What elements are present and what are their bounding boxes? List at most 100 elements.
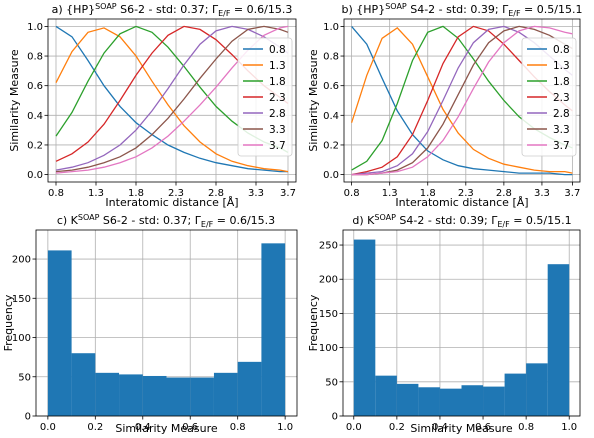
histogram-bar (47, 250, 72, 416)
x-tick-label: 3.3 (248, 188, 264, 199)
y-tick-label: 0.8 (323, 52, 339, 63)
y-tick-label: 0.0 (27, 170, 43, 181)
legend-label: 3.3 (553, 124, 570, 136)
legend: 0.8 1.3 1.8 2.3 2.8 3.3 3.7 (521, 37, 577, 157)
histogram-bar (526, 363, 548, 416)
x-tick-label: 2.3 (168, 188, 184, 199)
histogram-bar (71, 353, 96, 416)
x-axis-label: Similarity Measure (115, 422, 217, 435)
x-tick-label: 1.8 (128, 188, 144, 199)
chart-title: d) KSOAP S4-2 - std: 0.39; ΓE/F = 0.5/15… (352, 213, 571, 229)
y-axis-label: Frequency (307, 294, 320, 351)
chart-title: a) {HP}SOAP S6-2 - std: 0.37; ΓE/F = 0.6… (52, 2, 293, 18)
x-tick-label: 0.8 (230, 422, 246, 433)
x-tick-label: 0.8 (518, 422, 534, 433)
histogram-bar (375, 375, 397, 416)
y-tick-label: 200 (12, 255, 31, 266)
x-tick-label: 2.8 (208, 188, 224, 199)
y-tick-label: 0 (332, 412, 338, 423)
y-tick-label: 0.6 (323, 81, 339, 92)
histogram-bar (439, 388, 462, 416)
series-line-1.3 (350, 27, 573, 174)
series-line-0.8 (55, 25, 288, 173)
y-axis-label: Similarity Measure (307, 49, 320, 151)
legend: 0.8 1.3 1.8 2.3 2.8 3.3 3.7 (237, 37, 293, 157)
legend-label: 1.8 (269, 76, 286, 88)
histogram-bar (261, 243, 286, 416)
legend-label: 0.8 (553, 44, 570, 56)
y-tick-label: 100 (319, 343, 338, 354)
x-axis-label: Interatomic distance [Å] (105, 196, 238, 209)
x-axis-label: Similarity Measure (410, 422, 512, 435)
axes-frame (47, 18, 297, 183)
axes-frame (343, 18, 581, 183)
histogram-bar (142, 375, 167, 416)
histogram-bar (213, 372, 238, 416)
x-tick-label: 3.7 (564, 188, 580, 199)
y-tick-label: 0.4 (27, 111, 43, 122)
series-line-0.8 (351, 25, 573, 176)
series-line-3.7 (351, 25, 573, 176)
axes-frame (35, 229, 298, 417)
legend-label: 2.8 (553, 108, 570, 120)
legend-label: 3.7 (553, 140, 570, 152)
legend-label: 2.3 (269, 92, 286, 104)
y-tick-label: 1.0 (27, 22, 43, 33)
y-tick-label: 50 (18, 372, 31, 383)
y-tick-label: 1.0 (323, 22, 339, 33)
chart-title: c) KSOAP S6-2 - std: 0.37; ΓE/F = 0.6/15… (57, 213, 275, 229)
x-tick-label: 1.8 (420, 188, 436, 199)
legend-label: 1.3 (553, 60, 570, 72)
legend-label: 0.8 (269, 44, 286, 56)
chart-panel-4: 0.0 0.2 0.4 0.6 0.8 1.0 0 50 100 150 200 250 Similar… (307, 213, 581, 435)
x-tick-label: 0.2 (389, 422, 405, 433)
x-tick-label: 1.0 (561, 422, 577, 433)
legend-label: 1.8 (553, 76, 570, 88)
y-tick-label: 150 (319, 309, 338, 320)
legend-label: 3.3 (269, 124, 286, 136)
x-tick-label: 0.8 (48, 188, 64, 199)
x-tick-label: 3.7 (280, 188, 296, 199)
legend-label: 3.7 (269, 140, 286, 152)
y-tick-label: 0.4 (323, 111, 339, 122)
x-tick-label: 1.0 (277, 422, 293, 433)
y-axis-label: Similarity Measure (8, 49, 21, 151)
histogram-bar (190, 377, 214, 416)
chart-panel-2: 0.8 1.3 1.8 2.3 2.8 3.3 3.7 0.0 0.2 0.4 0.6 0.8 1.0 I… (307, 2, 582, 209)
chart-title: b) {HP}SOAP S4-2 - std: 0.39; ΓE/F = 0.5… (342, 2, 583, 18)
y-tick-label: 0.2 (323, 140, 339, 151)
axes-frame (342, 229, 581, 417)
histogram-bar (396, 383, 419, 416)
histogram-bar (119, 374, 143, 416)
x-tick-label: 0.6 (182, 422, 198, 433)
y-tick-label: 0.2 (27, 140, 43, 151)
x-tick-label: 0.4 (135, 422, 151, 433)
x-tick-label: 2.8 (496, 188, 512, 199)
y-tick-label: 0.0 (323, 170, 339, 181)
x-tick-label: 0.0 (346, 422, 362, 433)
y-tick-label: 50 (325, 377, 338, 388)
histogram-bar (504, 373, 527, 416)
x-tick-label: 0.6 (475, 422, 491, 433)
x-tick-label: 0.4 (432, 422, 448, 433)
y-axis-label: Frequency (2, 294, 15, 351)
chart-panel-1: 0.8 1.3 1.8 2.3 2.8 3.3 3.7 0.0 0.2 0.4 0.6 0.8 1.0 I… (8, 2, 297, 209)
histogram-bar (483, 386, 505, 416)
series-line-2.8 (55, 25, 289, 171)
y-tick-label: 0.6 (27, 81, 43, 92)
y-tick-label: 0.8 (27, 52, 43, 63)
x-axis-label: Interatomic distance [Å] (395, 196, 528, 209)
legend-label: 2.8 (269, 108, 286, 120)
x-tick-label: 0.0 (40, 422, 56, 433)
y-tick-label: 200 (319, 275, 338, 286)
legend-label: 1.3 (269, 60, 286, 72)
legend-box (521, 37, 577, 157)
histogram-bar (166, 377, 191, 416)
x-tick-label: 0.2 (87, 422, 103, 433)
x-tick-label: 0.8 (344, 188, 360, 199)
chart-panel-3: 0.0 0.2 0.4 0.6 0.8 1.0 0 50 100 150 200 Similarity… (2, 213, 298, 435)
legend-label: 2.3 (553, 92, 570, 104)
legend-box (237, 37, 293, 157)
histogram-bar (353, 239, 376, 416)
